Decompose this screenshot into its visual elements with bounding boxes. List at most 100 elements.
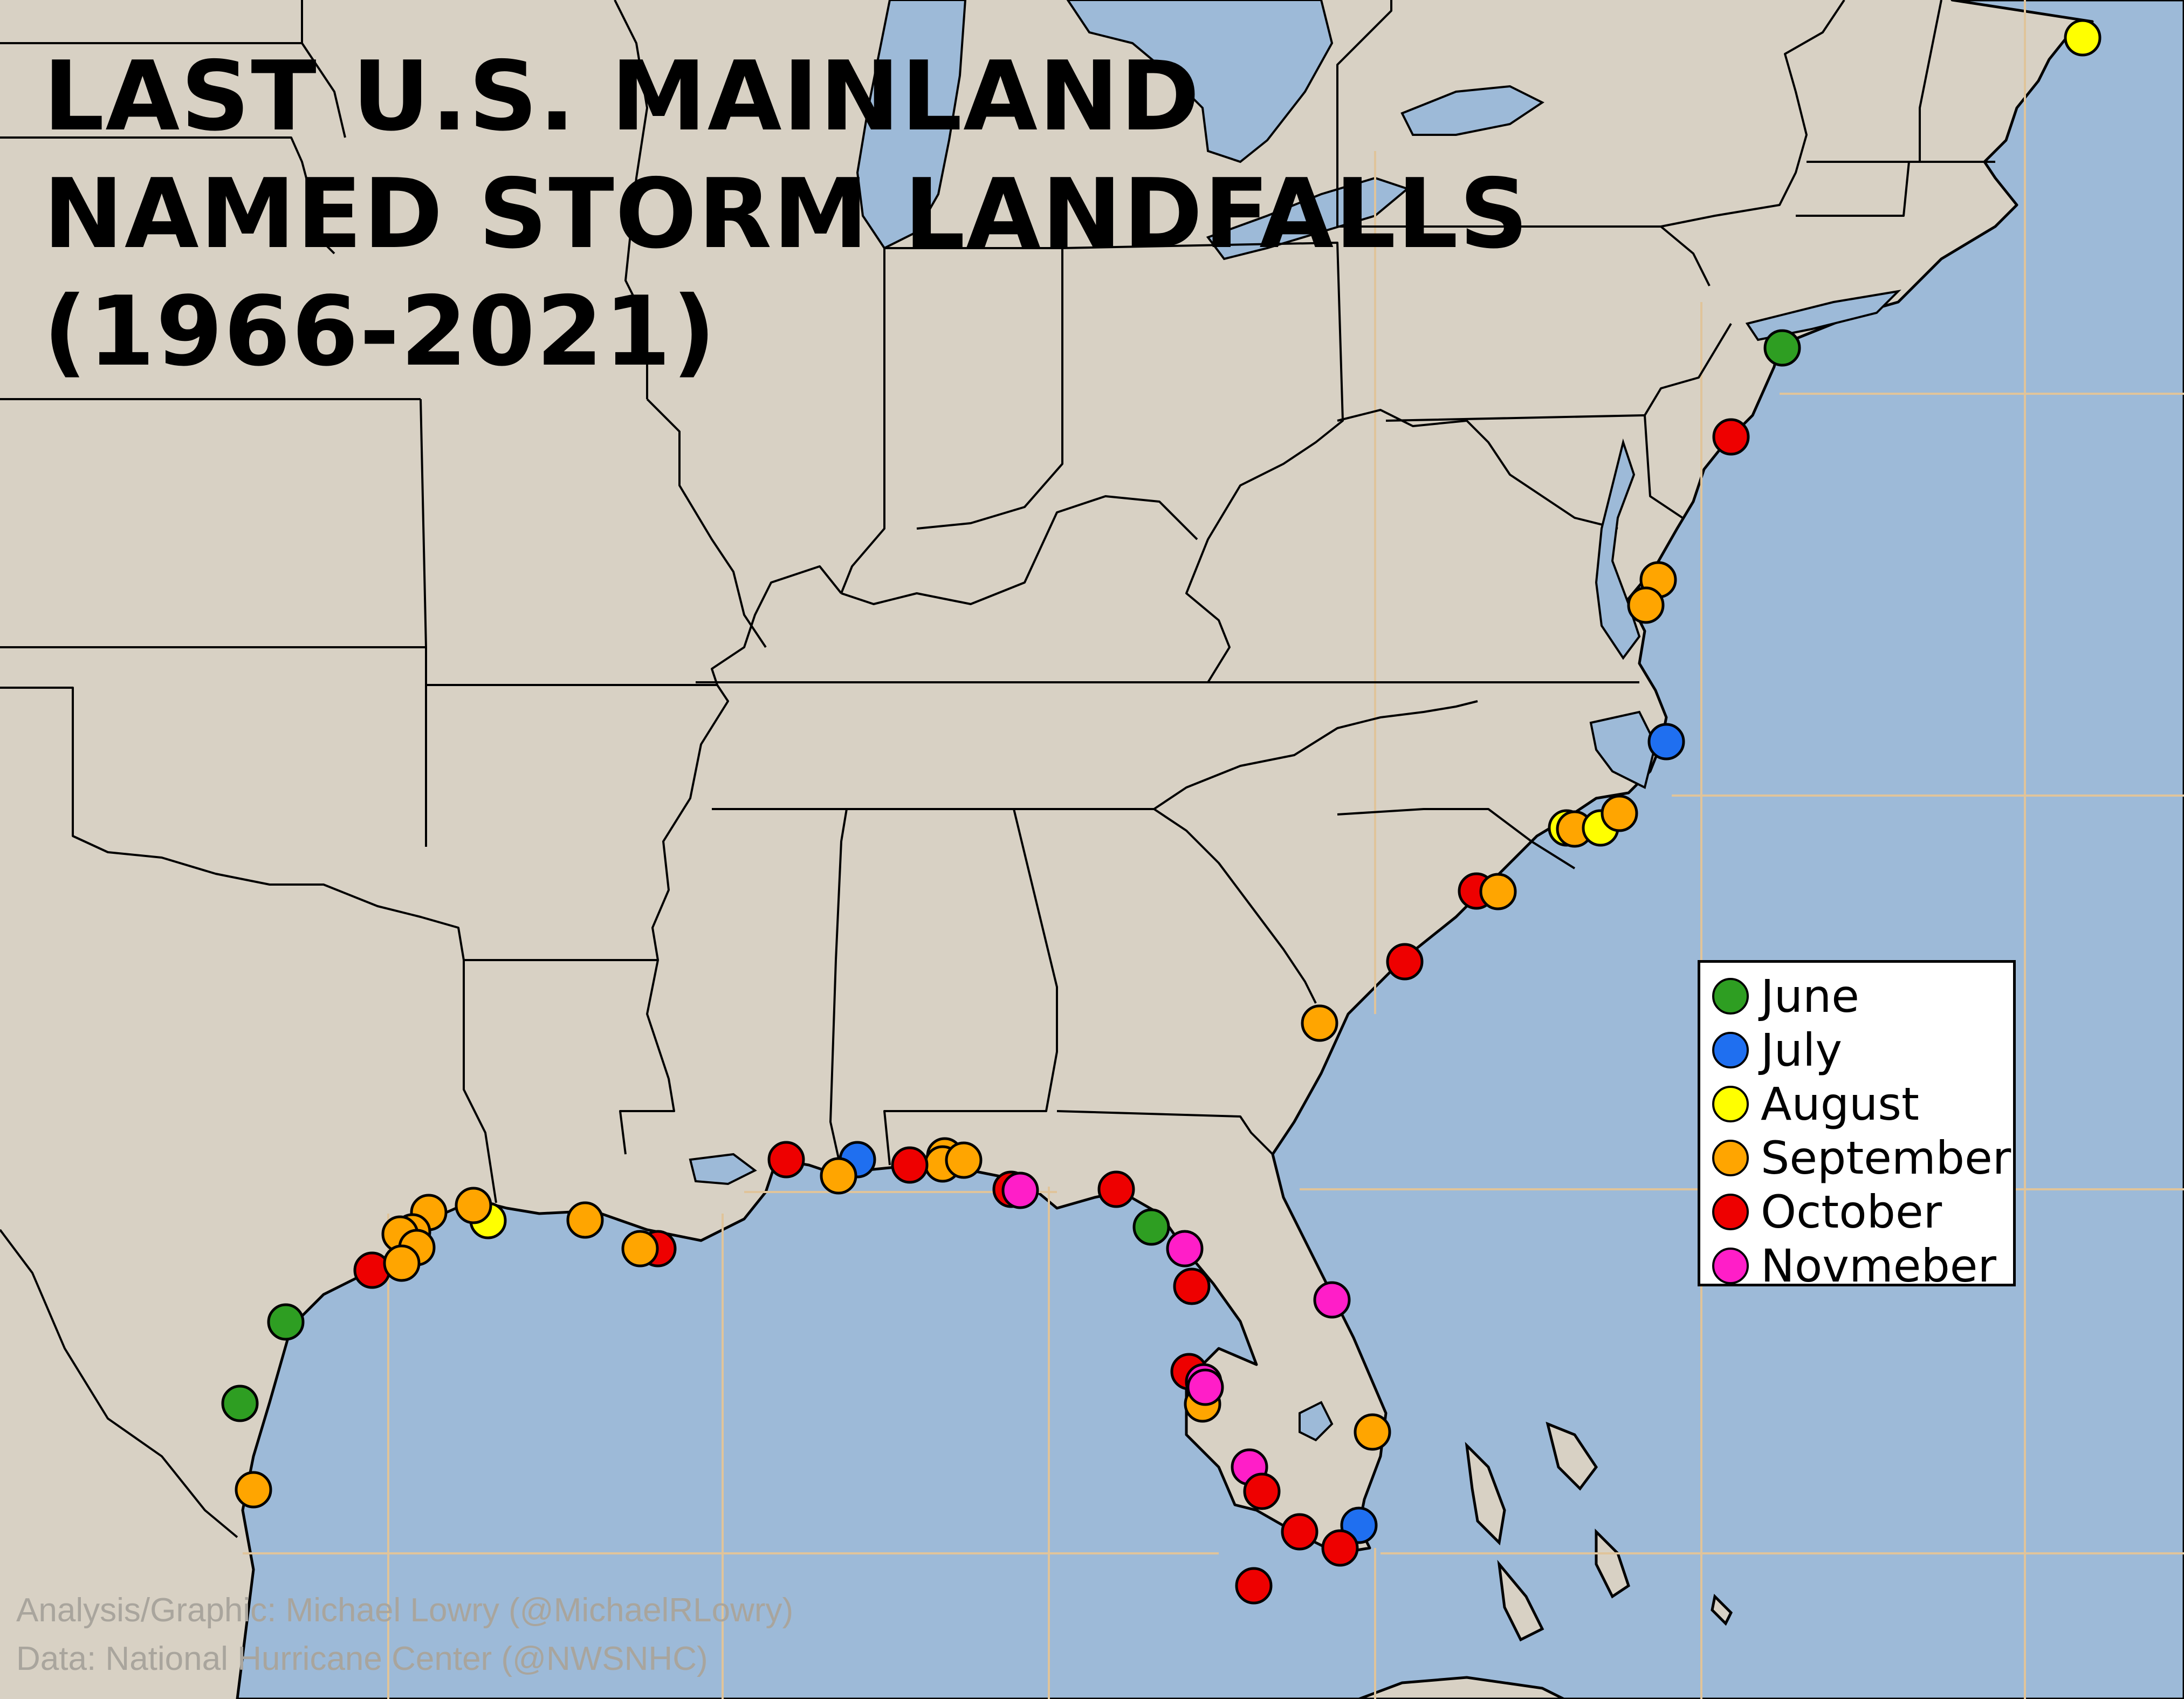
legend-label: July xyxy=(1761,1024,1843,1077)
landfall-marker-september xyxy=(383,1244,421,1282)
landfall-marker-june xyxy=(1132,1208,1170,1246)
border xyxy=(1014,700,1478,810)
legend-swatch xyxy=(1712,1086,1749,1122)
title-line-1: LAST U.S. MAINLAND xyxy=(43,40,1201,152)
border xyxy=(840,248,885,594)
border xyxy=(1056,1110,1274,1155)
border xyxy=(1337,808,1576,869)
landfall-marker-september xyxy=(1301,1004,1338,1042)
island xyxy=(1358,1676,1565,1699)
landfall-marker-novmeber xyxy=(1001,1172,1039,1209)
border xyxy=(0,136,335,255)
border xyxy=(0,687,465,961)
title-line-2: NAMED STORM LANDFALLS xyxy=(43,158,1530,270)
landfall-marker-novmeber xyxy=(1186,1368,1224,1406)
legend-item-october: October xyxy=(1712,1185,2013,1239)
credit-data: Data: National Hurricane Center (@NWSNHC… xyxy=(16,1640,708,1677)
border xyxy=(1385,414,1684,519)
border xyxy=(1062,242,1344,683)
landfall-marker-october xyxy=(1235,1567,1273,1605)
legend-swatch xyxy=(1712,1194,1749,1230)
legend-item-august: August xyxy=(1712,1077,2013,1131)
legend: June July August September October Novme… xyxy=(1698,960,2016,1292)
border xyxy=(711,565,842,686)
legend-item-september: September xyxy=(1712,1131,2013,1185)
island xyxy=(1595,1528,1630,1599)
lake-okeechobee xyxy=(1299,1401,1334,1442)
landfall-marker-september xyxy=(1601,794,1638,832)
long-island-sound xyxy=(1745,290,1901,341)
legend-swatch xyxy=(1712,978,1749,1015)
border xyxy=(0,1229,238,1538)
lake-erie xyxy=(1206,176,1410,261)
island xyxy=(1711,1593,1733,1626)
legend-label: August xyxy=(1761,1078,1919,1131)
island xyxy=(1546,1421,1598,1491)
legend-swatch xyxy=(1712,1032,1749,1068)
landfall-marker-october xyxy=(1243,1472,1281,1510)
landfall-marker-october xyxy=(767,1141,805,1179)
pamlico-sound xyxy=(1589,710,1657,789)
landfall-marker-october xyxy=(1321,1529,1359,1567)
landfall-marker-september xyxy=(621,1230,659,1268)
landfall-marker-september xyxy=(1627,586,1665,624)
landfall-marker-september xyxy=(820,1157,857,1195)
border xyxy=(884,247,1063,530)
islands xyxy=(1358,1421,1733,1699)
landfall-marker-novmeber xyxy=(1166,1230,1204,1268)
legend-item-november: Novmeber xyxy=(1712,1239,2013,1293)
legend-label: October xyxy=(1761,1186,1942,1238)
border xyxy=(0,42,346,138)
lake-ontario xyxy=(1400,85,1544,136)
legend-item-june: June xyxy=(1712,969,2013,1023)
landfall-marker-june xyxy=(1763,329,1801,367)
landfall-marker-september xyxy=(1479,873,1517,910)
legend-item-july: July xyxy=(1712,1023,2013,1077)
lake-huron xyxy=(1066,0,1334,163)
border xyxy=(712,808,848,1171)
border xyxy=(463,960,497,1203)
island xyxy=(1497,1559,1544,1642)
border xyxy=(614,0,648,399)
landfall-marker-october xyxy=(891,1146,929,1184)
legend-label: June xyxy=(1761,970,1859,1023)
landfall-marker-novmeber xyxy=(1313,1281,1351,1319)
great-lakes xyxy=(856,0,1544,1442)
border xyxy=(841,495,1198,605)
legend-label: Novmeber xyxy=(1761,1239,1996,1292)
landfall-marker-june xyxy=(221,1385,259,1422)
border xyxy=(1660,0,1845,228)
border xyxy=(1807,0,1942,163)
border xyxy=(1336,0,1392,227)
border xyxy=(1796,161,1995,217)
border xyxy=(646,398,767,648)
lake-michigan xyxy=(856,0,967,250)
legend-swatch xyxy=(1712,1140,1749,1176)
border xyxy=(420,399,427,648)
landfall-marker-september xyxy=(1354,1413,1391,1451)
credit-analysis: Analysis/Graphic: Michael Lowry (@Michae… xyxy=(16,1592,794,1629)
landfall-marker-july xyxy=(1647,723,1685,761)
island xyxy=(1465,1442,1506,1546)
border xyxy=(1337,225,1711,286)
legend-label: September xyxy=(1761,1132,2011,1184)
lake-pontchartrain xyxy=(689,1153,757,1186)
border xyxy=(1337,409,1618,530)
landfall-marker-september xyxy=(945,1141,983,1179)
grid-lines xyxy=(243,0,2184,1699)
border xyxy=(1644,323,1732,416)
landfall-marker-september xyxy=(235,1471,272,1509)
border xyxy=(426,684,729,961)
landfall-marker-october xyxy=(1386,943,1424,981)
landfall-marker-june xyxy=(267,1303,305,1341)
landfall-marker-september xyxy=(566,1201,604,1239)
state-borders xyxy=(0,0,1995,1538)
title-line-3: (1966-2021) xyxy=(43,276,717,387)
landfall-marker-october xyxy=(1173,1268,1211,1305)
landfall-marker-august xyxy=(2064,19,2101,57)
landfall-marker-october xyxy=(1097,1170,1135,1208)
landfall-marker-september xyxy=(455,1187,492,1224)
landfall-marker-october xyxy=(1281,1513,1318,1551)
landfall-marker-october xyxy=(1712,418,1750,456)
